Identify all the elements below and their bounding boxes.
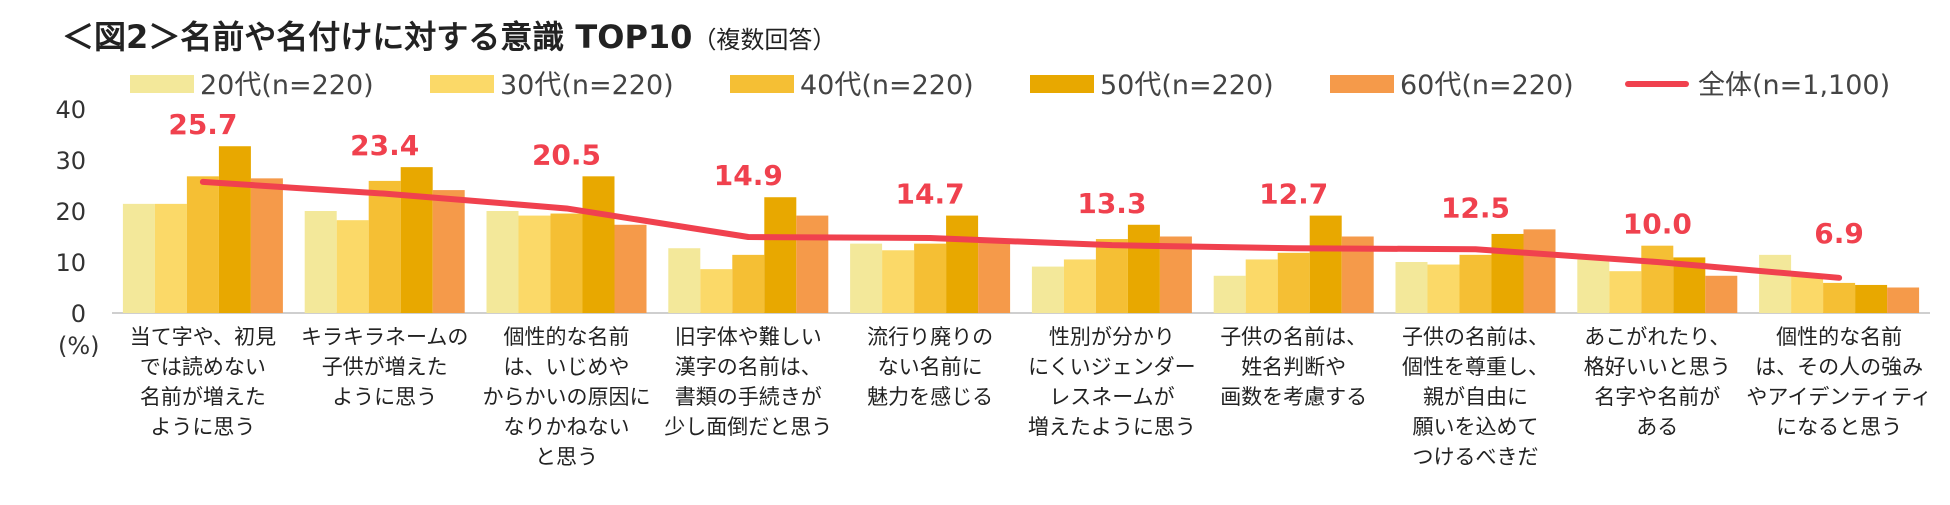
total-data-label: 10.0 — [1623, 208, 1692, 241]
total-data-label: 12.7 — [1259, 178, 1328, 211]
bar — [1127, 224, 1160, 313]
category-label: 流行り廃りのない名前に魅力を感じる — [867, 325, 993, 409]
bar — [946, 215, 979, 313]
category-label: 性別が分かりにくいジェンダーレスネームが増えたように思う — [1028, 325, 1196, 439]
bar — [432, 190, 465, 313]
bar — [250, 178, 283, 313]
bar — [154, 203, 187, 313]
legend-swatch — [1330, 75, 1394, 93]
bar — [764, 197, 797, 313]
category-label: 旧字体や難しい漢字の名前は、書類の手続きが少し面倒だと思う — [664, 325, 832, 439]
total-data-label: 14.7 — [896, 178, 965, 211]
y-tick-label: 30 — [55, 147, 86, 175]
bar — [914, 243, 947, 313]
bar — [882, 250, 915, 313]
bar — [1277, 252, 1310, 313]
total-data-label: 23.4 — [350, 129, 419, 162]
bar — [1855, 284, 1888, 313]
bar — [668, 248, 701, 313]
bar — [1641, 245, 1674, 313]
bar — [1609, 271, 1642, 313]
bar — [732, 254, 765, 313]
category-label: 当て字や、初見では読めない名前が増えたように思う — [130, 325, 276, 439]
bar — [850, 243, 883, 313]
chart-title-sub: （複数回答） — [692, 26, 837, 54]
total-data-label: 20.5 — [532, 138, 601, 171]
bar — [1523, 229, 1556, 313]
legend-swatch — [1030, 75, 1094, 93]
bar — [700, 269, 733, 313]
total-series-line — [199, 178, 1843, 281]
bar — [1095, 239, 1128, 313]
total-line — [199, 178, 1843, 281]
bar — [1309, 215, 1342, 313]
legend-label: 20代(n=220) — [200, 70, 374, 101]
legend-label: 50代(n=220) — [1100, 70, 1274, 101]
y-tick-label: 0 — [71, 300, 86, 328]
y-tick-label: 10 — [55, 249, 86, 277]
y-tick-label: 40 — [55, 96, 86, 124]
bar — [796, 215, 829, 313]
bar — [1491, 233, 1524, 313]
bar — [304, 211, 337, 313]
legend-swatch — [430, 75, 494, 93]
legend-label: 60代(n=220) — [1400, 70, 1574, 101]
bar — [1577, 259, 1610, 313]
bar — [336, 220, 369, 313]
bar — [218, 146, 251, 313]
y-tick-label: 20 — [55, 198, 86, 226]
category-label: 個性的な名前は、その人の強みやアイデンティティになると思う — [1746, 325, 1931, 439]
category-label: キラキラネームの子供が増えたように思う — [301, 325, 468, 409]
category-label: 子供の名前は、姓名判断や画数を考慮する — [1220, 325, 1367, 409]
bar — [1245, 259, 1278, 313]
legend-swatch — [130, 75, 194, 93]
bar — [1031, 266, 1064, 313]
total-data-label: 25.7 — [168, 108, 237, 141]
legend-label: 40代(n=220) — [800, 70, 974, 101]
total-data-label: 6.9 — [1814, 217, 1864, 250]
legend-label: 全体(n=1,100) — [1698, 70, 1890, 101]
bar — [486, 211, 519, 313]
bar — [186, 176, 219, 313]
legend-label: 30代(n=220) — [500, 70, 674, 101]
legend: 20代(n=220) 30代(n=220) 40代(n=220) 50代(n=220)… — [130, 70, 1890, 101]
bar — [550, 213, 583, 313]
total-data-label: 13.3 — [1077, 187, 1146, 220]
bar — [122, 203, 155, 313]
bar — [1887, 287, 1920, 313]
bar — [1459, 254, 1492, 313]
bar — [614, 224, 647, 313]
bar — [978, 239, 1011, 313]
bar — [1063, 259, 1096, 313]
y-axis-unit: (%) — [58, 332, 100, 360]
bar — [1705, 275, 1738, 313]
chart-title-main: ＜図2＞名前や名付けに対する意識 TOP10 — [62, 18, 693, 56]
legend-swatch — [730, 75, 794, 93]
bar — [368, 180, 401, 313]
bar — [1427, 264, 1460, 313]
bar — [1791, 275, 1824, 313]
category-label: 個性的な名前は、いじめやからかいの原因になりかねないと思う — [483, 325, 651, 469]
bar — [518, 215, 551, 313]
y-axis: 0 10 20 30 40 (%) — [55, 96, 1930, 360]
category-labels: 当て字や、初見では読めない名前が増えたように思うキラキラネームの子供が増えたよう… — [130, 325, 1932, 469]
category-label: 子供の名前は、個性を尊重し、親が自由に願いを込めてつけるべきだ — [1402, 325, 1549, 469]
data-labels: 25.7 23.4 20.5 14.9 14.7 13.3 12.7 12.5 10.0 6.9 — [168, 108, 1864, 250]
chart-title: ＜図2＞名前や名付けに対する意識 TOP10（複数回答） — [62, 12, 836, 58]
bar — [1213, 275, 1246, 313]
bars — [122, 146, 1920, 313]
bar — [1823, 282, 1856, 313]
category-label: あこがれたり、格好いいと思う名字や名前がある — [1584, 325, 1731, 439]
bar — [400, 167, 433, 313]
bar — [1759, 254, 1792, 313]
bar — [1395, 262, 1428, 313]
bar — [582, 176, 615, 313]
total-data-label: 14.9 — [714, 159, 783, 192]
total-data-label: 12.5 — [1441, 191, 1510, 224]
